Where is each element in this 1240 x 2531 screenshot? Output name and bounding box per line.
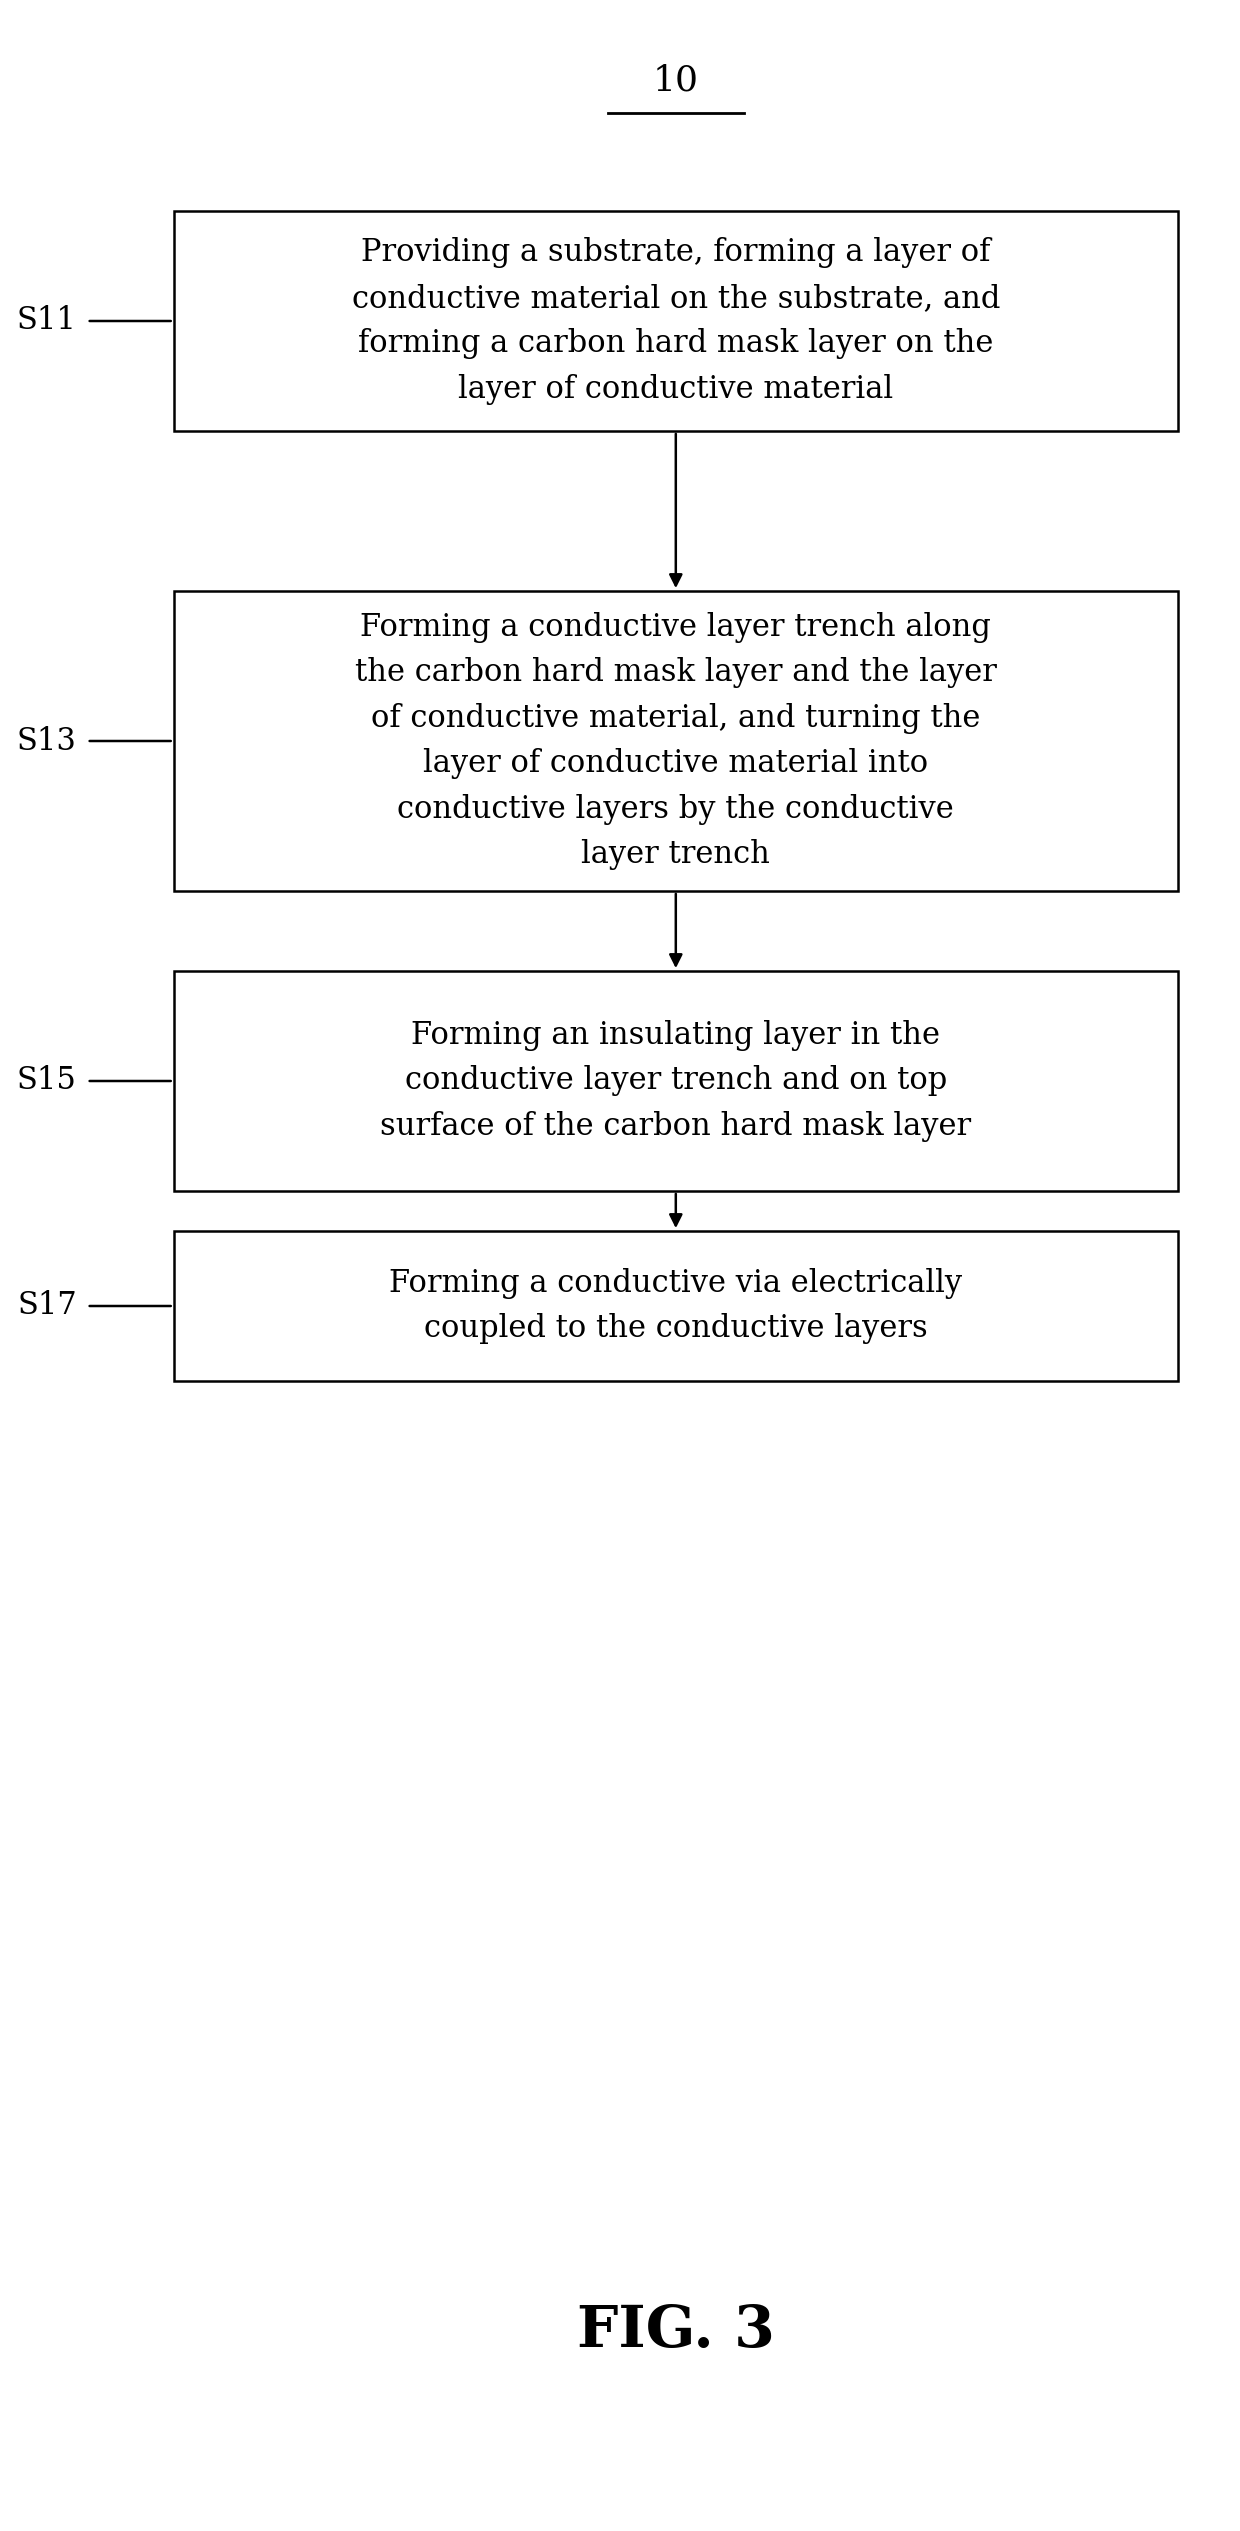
Text: FIG. 3: FIG. 3 <box>577 2303 775 2359</box>
Text: S11: S11 <box>17 306 77 337</box>
Bar <box>174 972 1178 1192</box>
Text: Forming an insulating layer in the
conductive layer trench and on top
surface of: Forming an insulating layer in the condu… <box>381 1020 971 1141</box>
Text: S13: S13 <box>17 726 77 757</box>
Text: Forming a conductive via electrically
coupled to the conductive layers: Forming a conductive via electrically co… <box>389 1268 962 1344</box>
Text: S17: S17 <box>17 1291 77 1321</box>
Text: S15: S15 <box>17 1066 77 1096</box>
Bar <box>174 210 1178 430</box>
Text: Providing a substrate, forming a layer of
conductive material on the substrate, : Providing a substrate, forming a layer o… <box>352 238 999 405</box>
Text: Forming a conductive layer trench along
the carbon hard mask layer and the layer: Forming a conductive layer trench along … <box>355 613 997 871</box>
Bar <box>174 1230 1178 1382</box>
Text: 10: 10 <box>652 63 699 99</box>
Bar <box>174 592 1178 891</box>
